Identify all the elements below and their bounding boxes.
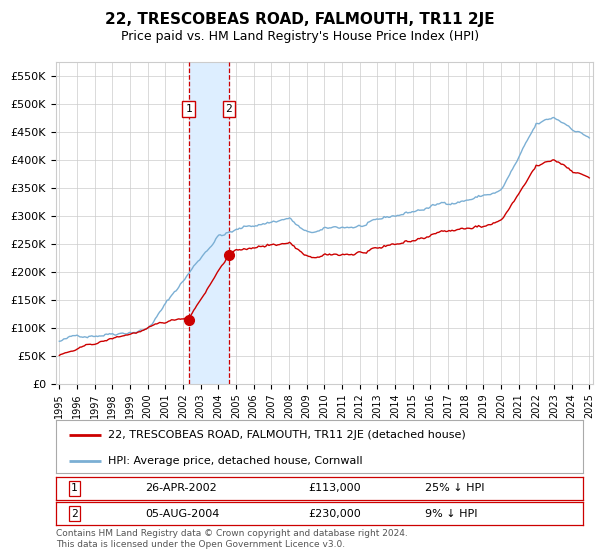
- Text: HPI: Average price, detached house, Cornwall: HPI: Average price, detached house, Corn…: [109, 456, 363, 466]
- Text: 26-APR-2002: 26-APR-2002: [145, 483, 217, 493]
- Text: Contains HM Land Registry data © Crown copyright and database right 2024.
This d: Contains HM Land Registry data © Crown c…: [56, 529, 407, 549]
- Text: 1: 1: [71, 483, 77, 493]
- Text: £230,000: £230,000: [308, 508, 361, 519]
- Text: 1: 1: [185, 104, 192, 114]
- Text: 2: 2: [71, 508, 77, 519]
- Text: Price paid vs. HM Land Registry's House Price Index (HPI): Price paid vs. HM Land Registry's House …: [121, 30, 479, 44]
- Bar: [188, 62, 229, 384]
- Text: 22, TRESCOBEAS ROAD, FALMOUTH, TR11 2JE: 22, TRESCOBEAS ROAD, FALMOUTH, TR11 2JE: [105, 12, 495, 27]
- Text: 2: 2: [226, 104, 232, 114]
- Text: £113,000: £113,000: [308, 483, 361, 493]
- Text: 9% ↓ HPI: 9% ↓ HPI: [425, 508, 477, 519]
- Text: 25% ↓ HPI: 25% ↓ HPI: [425, 483, 484, 493]
- Text: 05-AUG-2004: 05-AUG-2004: [145, 508, 220, 519]
- Text: 22, TRESCOBEAS ROAD, FALMOUTH, TR11 2JE (detached house): 22, TRESCOBEAS ROAD, FALMOUTH, TR11 2JE …: [109, 430, 466, 440]
